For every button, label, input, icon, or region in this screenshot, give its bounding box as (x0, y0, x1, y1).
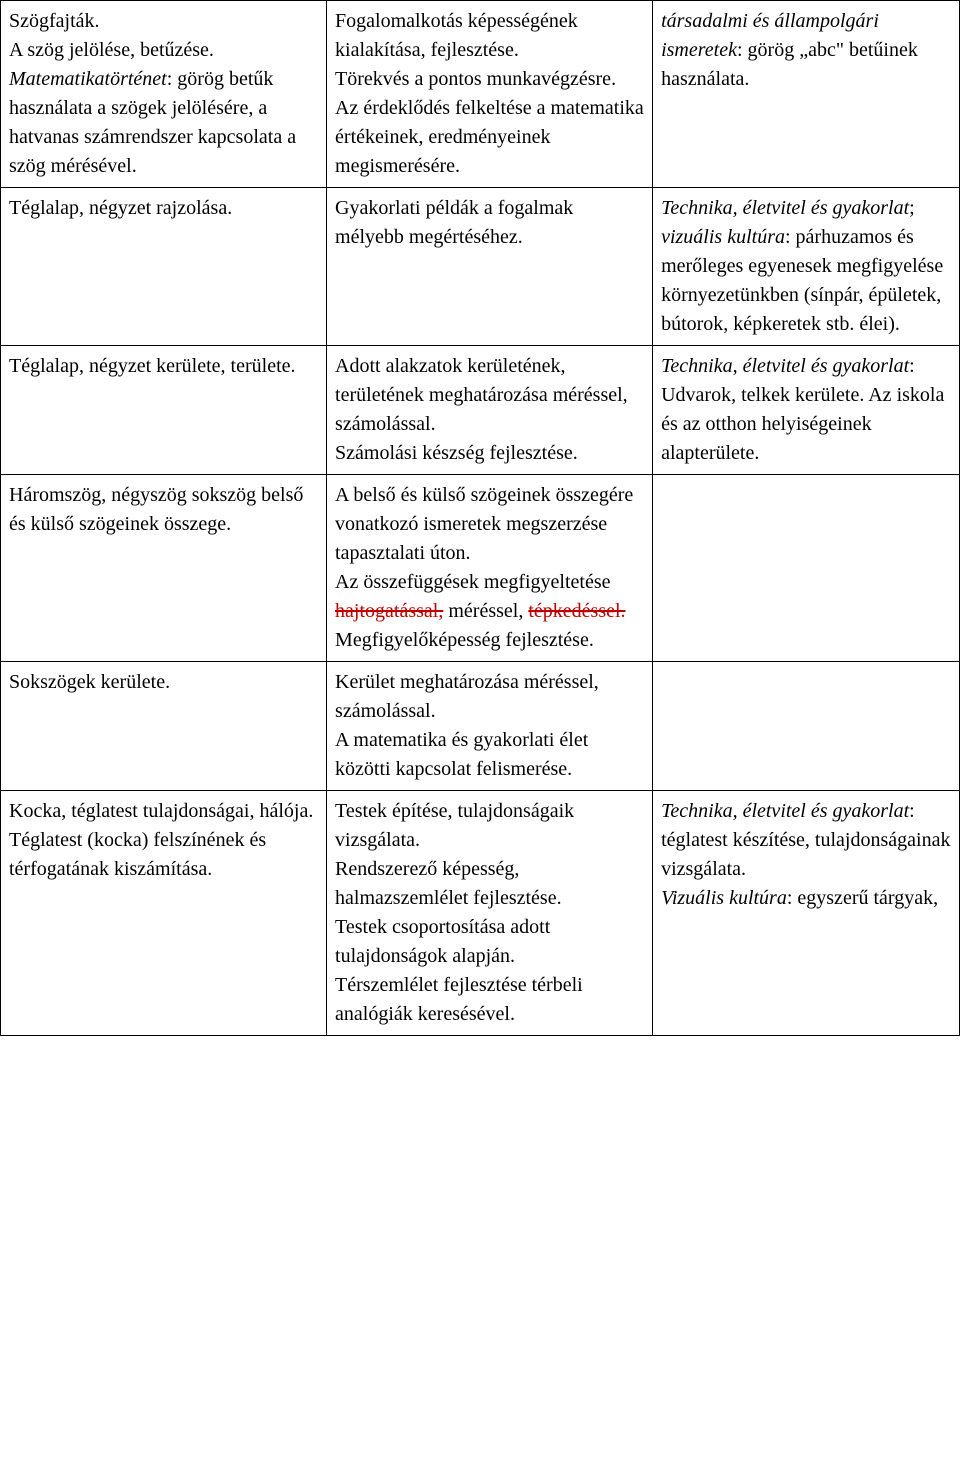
cell-col1-line: Szögfajták. (9, 7, 318, 36)
cell-col1-line: Matematikatörténet: görög betűk használa… (9, 65, 318, 181)
cell-col3: Technika, életvitel és gyakorlat; vizuál… (653, 188, 960, 346)
cell-col3-line: Technika, életvitel és gyakorlat: téglat… (661, 797, 951, 884)
cell-col1-line: A szög jelölése, betűzése. (9, 36, 318, 65)
cell-col2-line: Az összefüggések megfigyeltetése hajtoga… (335, 568, 644, 626)
cell-col2-line: Számolási készség fejlesztése. (335, 439, 644, 468)
cell-col2: Kerület meghatározása méréssel, számolás… (327, 662, 653, 791)
cell-col3-line: társadalmi és állampolgári ismeretek: gö… (661, 7, 951, 94)
cell-col3 (653, 662, 960, 791)
cell-col2-line: Rendszerező képesség, halmazszemlélet fe… (335, 855, 644, 913)
cell-col1: Kocka, téglatest tulajdonságai, hálója.T… (1, 791, 327, 1036)
cell-col2-line: Testek építése, tulajdonságaik vizsgálat… (335, 797, 644, 855)
cell-col1: Háromszög, négyszög sokszög belső és kül… (1, 475, 327, 662)
cell-col1: Téglalap, négyzet rajzolása. (1, 188, 327, 346)
table-row: Téglalap, négyzet kerülete, területe. Ado… (1, 346, 960, 475)
cell-col2-line: Testek csoportosítása adott tulajdonságo… (335, 913, 644, 971)
cell-col2: Adott alakzatok kerületének, területének… (327, 346, 653, 475)
cell-col3 (653, 475, 960, 662)
cell-col1-line: Téglalap, négyzet kerülete, területe. (9, 352, 318, 381)
cell-col2-line: Törekvés a pontos munkavégzésre. (335, 65, 644, 94)
cell-col3: Technika, életvitel és gyakorlat: Udvaro… (653, 346, 960, 475)
table-row: Sokszögek kerülete. Kerület meghatározása… (1, 662, 960, 791)
cell-col3: társadalmi és állampolgári ismeretek: gö… (653, 1, 960, 188)
cell-col2-line: Fogalomalkotás képességének kialakítása,… (335, 7, 644, 65)
table-row: Szögfajták.A szög jelölése, betűzése.Mat… (1, 1, 960, 188)
cell-col3: Technika, életvitel és gyakorlat: téglat… (653, 791, 960, 1036)
cell-col1: Szögfajták.A szög jelölése, betűzése.Mat… (1, 1, 327, 188)
cell-col2: A belső és külső szögeinek összegére von… (327, 475, 653, 662)
cell-col3-line: Vizuális kultúra: egyszerű tárgyak, (661, 884, 951, 913)
cell-col2-line: A belső és külső szögeinek összegére von… (335, 481, 644, 568)
cell-col3-line: Technika, életvitel és gyakorlat; vizuál… (661, 194, 951, 339)
cell-col1-line: Kocka, téglatest tulajdonságai, hálója. (9, 797, 318, 826)
cell-col2-line: Az érdeklődés felkeltése a matematika ér… (335, 94, 644, 181)
cell-col2-line: A matematika és gyakorlati élet közötti … (335, 726, 644, 784)
cell-col2: Fogalomalkotás képességének kialakítása,… (327, 1, 653, 188)
cell-col2-line: Gyakorlati példák a fogalmak mélyebb meg… (335, 194, 644, 252)
cell-col2: Testek építése, tulajdonságaik vizsgálat… (327, 791, 653, 1036)
cell-col1: Sokszögek kerülete. (1, 662, 327, 791)
cell-col1: Téglalap, négyzet kerülete, területe. (1, 346, 327, 475)
cell-col2-line: Kerület meghatározása méréssel, számolás… (335, 668, 644, 726)
cell-col2-line: Térszemlélet fejlesztése térbeli analógi… (335, 971, 644, 1029)
cell-col1-line: Háromszög, négyszög sokszög belső és kül… (9, 481, 318, 539)
cell-col3-line: Technika, életvitel és gyakorlat: Udvaro… (661, 352, 951, 468)
cell-col2: Gyakorlati példák a fogalmak mélyebb meg… (327, 188, 653, 346)
table-row: Háromszög, négyszög sokszög belső és kül… (1, 475, 960, 662)
page: Szögfajták.A szög jelölése, betűzése.Mat… (0, 0, 960, 1036)
cell-col1-line: Sokszögek kerülete. (9, 668, 318, 697)
table-row: Téglalap, négyzet rajzolása. Gyakorlati p… (1, 188, 960, 346)
cell-col2-line: Adott alakzatok kerületének, területének… (335, 352, 644, 439)
cell-col2-line: Megfigyelőképesség fejlesztése. (335, 626, 644, 655)
cell-col1-line: Téglatest (kocka) felszínének és térfoga… (9, 826, 318, 884)
table-row: Kocka, téglatest tulajdonságai, hálója.T… (1, 791, 960, 1036)
cell-col1-line: Téglalap, négyzet rajzolása. (9, 194, 318, 223)
curriculum-table: Szögfajták.A szög jelölése, betűzése.Mat… (0, 0, 960, 1036)
